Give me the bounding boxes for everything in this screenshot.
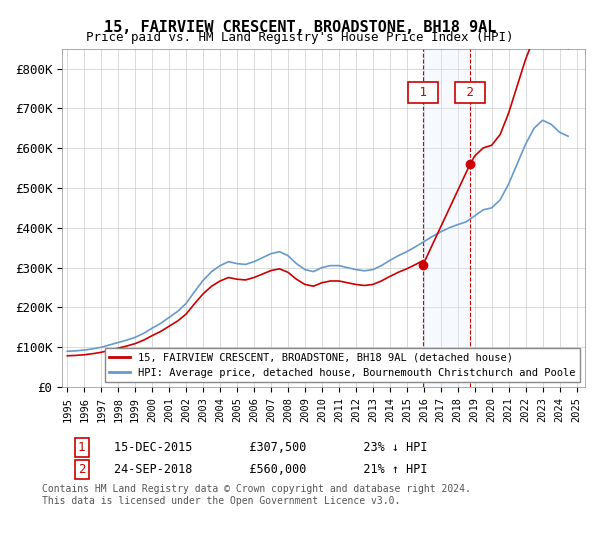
Text: Price paid vs. HM Land Registry's House Price Index (HPI): Price paid vs. HM Land Registry's House …: [86, 31, 514, 44]
Text: 15-DEC-2015        £307,500        23% ↓ HPI: 15-DEC-2015 £307,500 23% ↓ HPI: [114, 441, 427, 454]
Text: 15, FAIRVIEW CRESCENT, BROADSTONE, BH18 9AL: 15, FAIRVIEW CRESCENT, BROADSTONE, BH18 …: [104, 20, 496, 35]
Text: 2: 2: [459, 86, 481, 99]
Text: 2: 2: [78, 463, 86, 476]
Text: Contains HM Land Registry data © Crown copyright and database right 2024.
This d: Contains HM Land Registry data © Crown c…: [42, 484, 471, 506]
Bar: [423, 49, 470, 387]
Text: 24-SEP-2018        £560,000        21% ↑ HPI: 24-SEP-2018 £560,000 21% ↑ HPI: [114, 463, 427, 476]
Legend: 15, FAIRVIEW CRESCENT, BROADSTONE, BH18 9AL (detached house), HPI: Average price: 15, FAIRVIEW CRESCENT, BROADSTONE, BH18 …: [105, 348, 580, 382]
Text: 1: 1: [412, 86, 434, 99]
Text: 1: 1: [78, 441, 86, 454]
